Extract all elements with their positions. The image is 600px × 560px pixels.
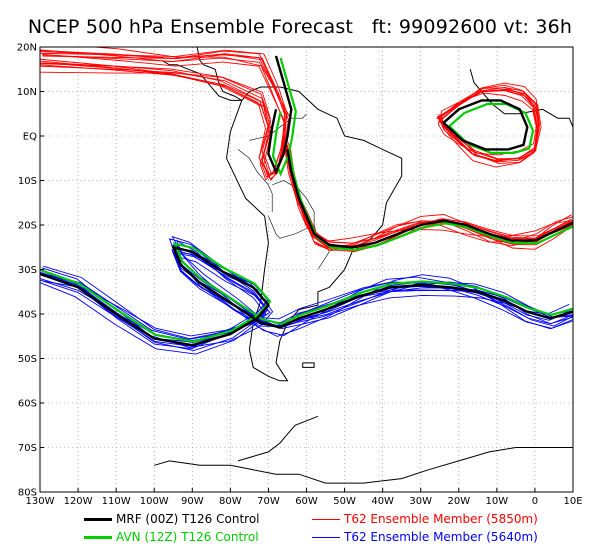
lon-tick-label: 130W	[26, 496, 55, 507]
lon-tick-label: 30W	[409, 496, 432, 507]
ensemble-contour	[40, 54, 287, 180]
mrf-control-contours	[40, 55, 573, 347]
mrf-5850m-contour	[286, 149, 573, 249]
mrf-5640m-contour	[40, 245, 573, 347]
lat-tick-label: 20S	[18, 221, 37, 232]
legend-ens-5850-label: T62 Ensemble Member (5850m)	[344, 512, 538, 526]
ensemble-contour	[438, 92, 537, 156]
legend-mrf-label: MRF (00Z) T126 Control	[116, 512, 260, 526]
legend-avn-swatch	[84, 535, 112, 539]
falklands-coast	[302, 362, 315, 368]
lat-tick-label: 30S	[18, 265, 37, 276]
avn-5640m-contour	[41, 242, 573, 343]
antarctic-peninsula-coast	[237, 415, 319, 462]
lat-tick-label: 70S	[18, 443, 37, 454]
coastlines	[154, 47, 573, 484]
mrf-tropical-contour	[267, 55, 293, 175]
legend-avn-label: AVN (12Z) T126 Control	[116, 530, 259, 544]
lat-tick-label: 10S	[18, 176, 37, 187]
legend-ens-5850: T62 Ensemble Member (5850m)	[312, 512, 538, 526]
lon-tick-label: 100W	[140, 496, 169, 507]
ensemble-contour	[40, 235, 570, 355]
legend-mrf: MRF (00Z) T126 Control	[84, 512, 260, 526]
lon-tick-label: 0	[532, 496, 538, 507]
antarctica-coast	[154, 447, 573, 484]
lat-tick-label: EQ	[23, 132, 37, 143]
lon-tick-label: 40W	[371, 496, 394, 507]
legend-mrf-swatch	[84, 517, 112, 521]
lon-tick-label: 80W	[219, 496, 242, 507]
lon-tick-label: 70W	[257, 496, 280, 507]
lon-tick-label: 60W	[295, 496, 318, 507]
lon-tick-label: 90W	[181, 496, 204, 507]
country-border	[272, 180, 315, 225]
legend-ens-5640-swatch	[312, 536, 340, 538]
lat-tick-label: 50S	[18, 354, 37, 365]
lon-tick-label: 10W	[486, 496, 509, 507]
mrf-closed-high-contour	[441, 99, 529, 151]
lat-tick-label: 40S	[18, 310, 37, 321]
legend-avn: AVN (12Z) T126 Control	[84, 530, 259, 544]
legend-ens-5640-label: T62 Ensemble Member (5640m)	[344, 530, 538, 544]
legend-ens-5640: T62 Ensemble Member (5640m)	[312, 530, 538, 544]
lon-tick-label: 120W	[64, 496, 93, 507]
lon-tick-label: 110W	[102, 496, 131, 507]
country-border	[237, 149, 273, 212]
lon-tick-label: 10E	[563, 496, 582, 507]
lon-tick-label: 20W	[447, 496, 470, 507]
lat-tick-label: 80S	[18, 488, 37, 499]
lat-tick-label: 10N	[17, 87, 37, 98]
map-background	[40, 47, 573, 492]
lon-tick-label: 50W	[333, 496, 356, 507]
lat-tick-label: 20N	[17, 43, 37, 54]
ensemble-contour	[286, 144, 573, 242]
chart-title: NCEP 500 hPa Ensemble Forecast ft: 99092…	[27, 16, 573, 38]
south-america-coast	[225, 86, 403, 382]
cuba-coast	[248, 47, 250, 48]
ensemble-contour	[285, 139, 573, 252]
ensemble-contour	[439, 87, 539, 160]
legend-ens-5850-swatch	[312, 518, 340, 520]
lat-tick-label: 60S	[18, 399, 37, 410]
